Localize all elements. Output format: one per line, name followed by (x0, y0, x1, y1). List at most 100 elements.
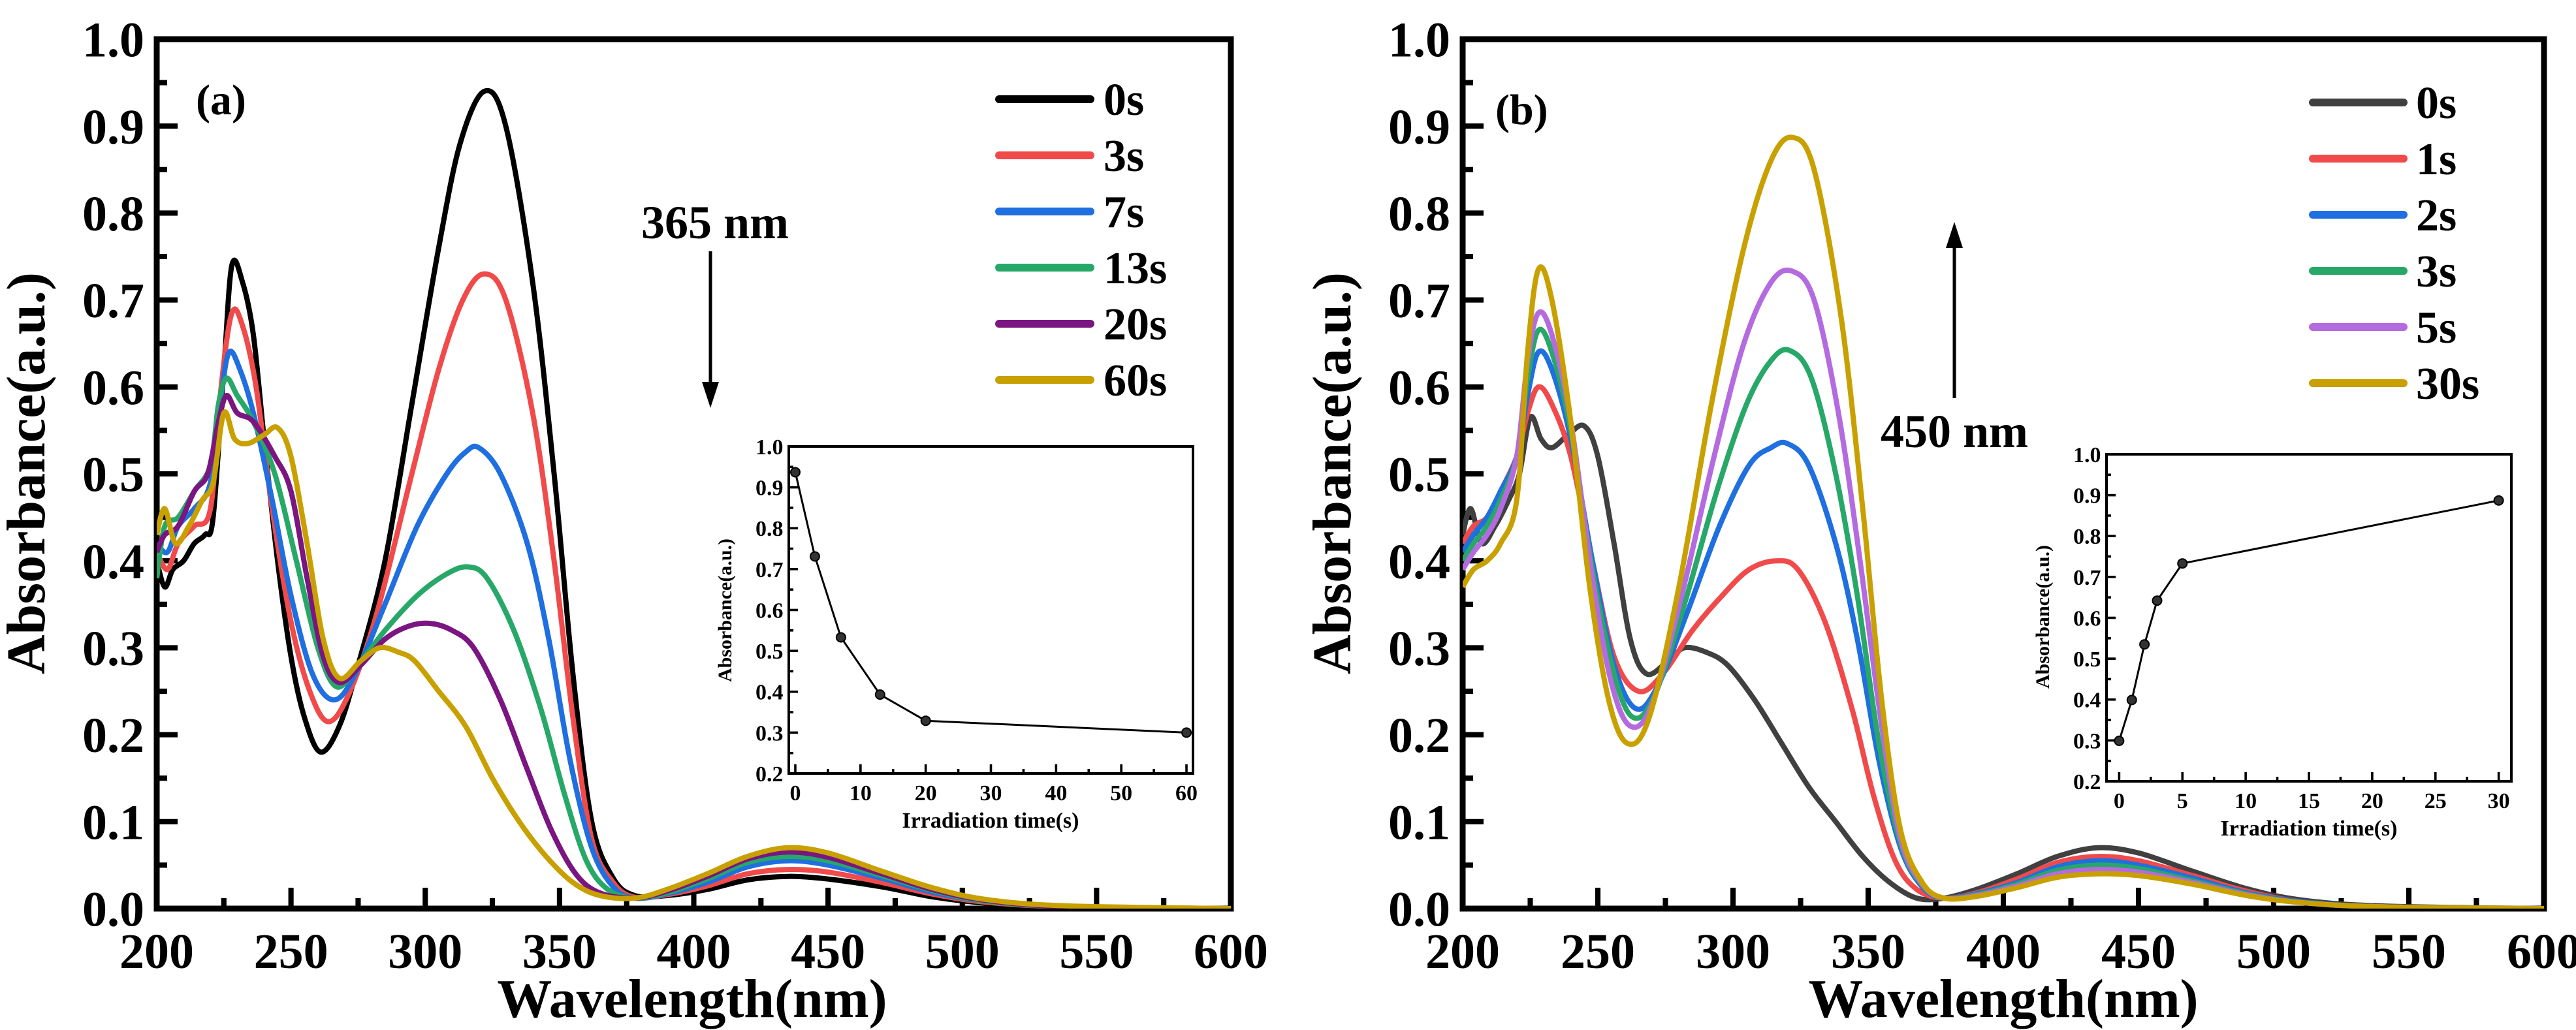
legend-label: 30s (2416, 359, 2479, 409)
series-line-5s (1463, 267, 2544, 909)
y-tick-label: 0.0 (1388, 882, 1450, 937)
x-tick-label: 200 (1425, 924, 1500, 979)
y-tick-label: 0.4 (2073, 689, 2101, 713)
y-tick-label: 0.2 (2073, 770, 2101, 794)
inset-point (1181, 727, 1192, 738)
inset-point (2114, 736, 2125, 747)
x-tick-label: 15 (2298, 789, 2320, 813)
y-tick-label: 0.4 (755, 681, 784, 705)
legend-label: 13s (1104, 243, 1167, 294)
x-tick-label: 25 (2425, 789, 2447, 813)
series-line-2s (1463, 348, 2544, 909)
inset-x-label: Irradiation time(s) (902, 809, 1079, 833)
panel-b: (b) 450 nm Wavelength(nm) Absorbance(a.u… (1302, 13, 2576, 1029)
y-tick-label: 1.0 (2073, 443, 2101, 467)
x-tick-label: 5 (2177, 789, 2188, 813)
x-tick-label: 500 (925, 924, 1000, 979)
inset-point (920, 715, 931, 726)
y-tick-label: 0.7 (82, 273, 144, 328)
y-tick-label: 1.0 (755, 435, 784, 460)
inset-point (2139, 639, 2150, 650)
x-tick-label: 30 (980, 781, 1002, 805)
series-line-7s (157, 349, 1231, 909)
y-tick-label: 0.8 (755, 517, 784, 541)
y-tick-label: 0.2 (1388, 708, 1450, 763)
x-tick-label: 450 (2101, 924, 2176, 979)
x-tick-label: 30 (2488, 789, 2510, 813)
legend-label: 3s (1104, 131, 1144, 181)
arrow-head-icon (702, 382, 719, 408)
x-axis-label: Wavelength(nm) (497, 969, 887, 1029)
inset-point (789, 467, 801, 478)
inset-point (2177, 558, 2188, 569)
y-tick-label: 0.2 (82, 708, 144, 763)
series-line-1s (1463, 384, 2544, 909)
y-tick-label: 0.8 (2073, 525, 2101, 549)
x-tick-label: 350 (1831, 924, 1905, 979)
legend-label: 3s (2416, 247, 2457, 297)
y-tick-label: 0.3 (2073, 729, 2101, 753)
panel-label: (b) (1495, 86, 1548, 134)
y-tick-label: 0.5 (82, 448, 144, 503)
y-tick-label: 0.6 (1388, 360, 1450, 415)
legend-label: 60s (1104, 356, 1167, 406)
y-tick-label: 0.4 (82, 535, 144, 589)
legend-label: 7s (1104, 187, 1144, 238)
x-tick-label: 600 (1194, 924, 1268, 979)
inset-point (2126, 694, 2137, 706)
legend-label: 1s (2416, 134, 2457, 185)
inset-point (809, 551, 820, 562)
series-line-0s (1463, 413, 2544, 909)
y-tick-label: 0.2 (755, 762, 784, 787)
x-tick-label: 450 (791, 924, 865, 979)
series-line-13s (157, 375, 1231, 909)
inset-point (835, 632, 846, 643)
y-tick-label: 0.9 (82, 100, 144, 155)
x-tick-label: 20 (915, 781, 937, 805)
y-tick-label: 0.5 (2073, 648, 2101, 672)
x-tick-label: 0 (2114, 789, 2125, 813)
inset-line (2118, 499, 2499, 741)
inset-x-label: Irradiation time(s) (2220, 817, 2397, 841)
x-tick-label: 10 (850, 781, 872, 805)
legend-label: 2s (2416, 191, 2457, 241)
legend-label: 5s (2416, 303, 2457, 353)
y-tick-label: 0.7 (1388, 273, 1450, 328)
series-line-20s (157, 393, 1231, 909)
y-axis-label: Absorbance(a.u.) (0, 272, 57, 674)
series-group (157, 87, 1231, 909)
y-tick-label: 1.0 (1388, 13, 1450, 68)
arrow-head-icon (1946, 222, 1963, 248)
x-tick-label: 10 (2234, 789, 2257, 813)
y-tick-label: 0.3 (1388, 621, 1450, 676)
y-axis-label: Absorbance(a.u.) (1302, 272, 1363, 674)
y-tick-label: 0.8 (82, 187, 144, 242)
annotation-text: 365 nm (641, 196, 789, 249)
legend-label: 0s (1104, 75, 1144, 125)
x-tick-label: 0 (789, 781, 801, 805)
plot-frame (153, 36, 1234, 912)
inset-y-label: Absorbance(a.u.) (2032, 545, 2054, 689)
x-tick-label: 300 (1696, 924, 1770, 979)
panel-label: (a) (196, 76, 246, 124)
y-tick-label: 0.3 (755, 721, 784, 745)
y-tick-label: 0.5 (1388, 448, 1450, 503)
series-line-3s (157, 271, 1231, 909)
inset-point (2493, 495, 2504, 506)
inset-point (874, 689, 885, 700)
x-tick-label: 350 (522, 924, 597, 979)
y-tick-label: 0.1 (1388, 795, 1450, 850)
y-tick-label: 0.1 (82, 795, 144, 850)
series-line-0s (157, 87, 1231, 909)
inset-chart: 0 10 20 30 40 50 60 0.2 0.3 0.4 0.5 0.6 0.7 0.8 0.9 1.0 (755, 435, 1198, 805)
x-tick-label: 550 (1059, 924, 1134, 979)
y-tick-label: 0.7 (755, 558, 784, 582)
plot-frame (1459, 36, 2547, 912)
y-tick-label: 0.7 (2073, 566, 2101, 590)
x-tick-label: 300 (388, 924, 462, 979)
x-tick-label: 200 (119, 924, 194, 979)
plot-frame (2105, 453, 2513, 783)
x-tick-label: 400 (1966, 924, 2041, 979)
y-tick-label: 0.0 (82, 882, 144, 937)
